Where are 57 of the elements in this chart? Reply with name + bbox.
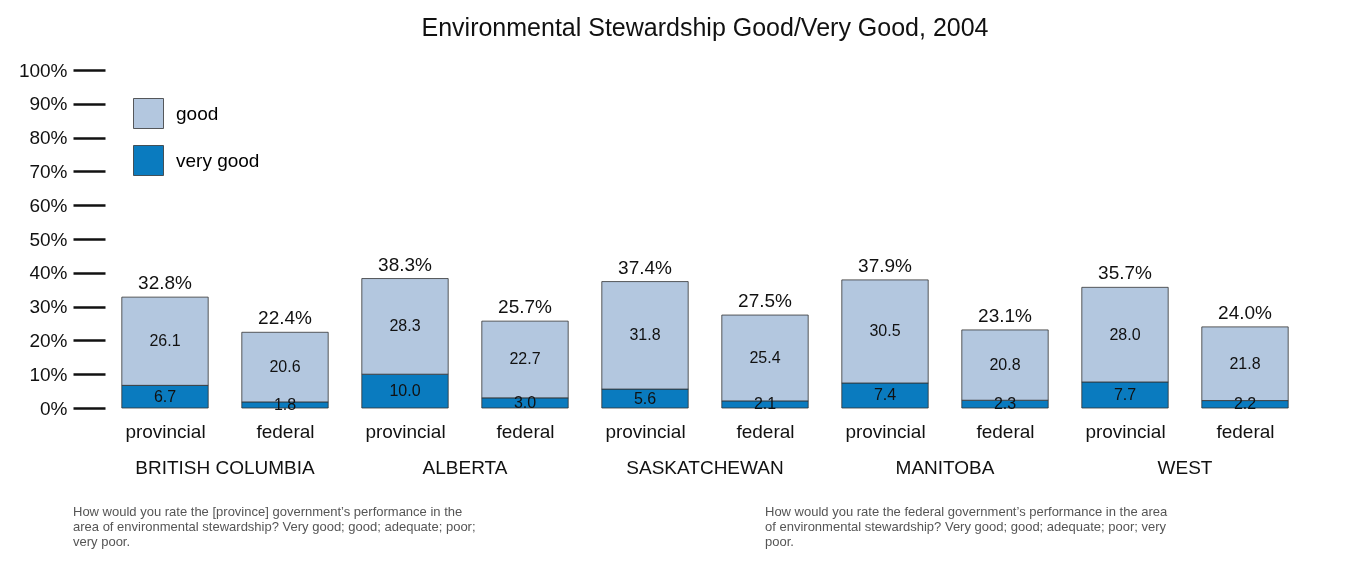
data-label: 20.6 [269,358,301,376]
text: ALBERTA [422,457,508,478]
text: How would you rate the federal government’s performance in the area of environmental stewardship? Very good; good; adequate; poor; very poor. [765,504,1169,549]
y-tick-label: 90% [29,93,68,115]
y-tick-label: 50% [29,228,68,250]
data-label: 26.1 [149,332,181,350]
y-tick-label: 0% [40,397,68,419]
total-label: 37.9% [858,254,913,276]
x-tick-label: provincial [1085,420,1166,442]
y-tick-label: 10% [29,363,68,385]
total-label: 35.7% [1098,262,1153,284]
y-tick-label: 80% [29,127,68,149]
total-label: 25.7% [498,296,553,318]
total-label: 37.4% [618,256,673,278]
data-label: 30.5 [869,322,901,340]
y-tick-label: 100% [18,59,68,81]
data-label: 20.8 [989,356,1021,374]
data-label: 31.8 [629,326,661,344]
data-label: 6.7 [153,387,177,405]
total-label: 24.0% [1218,301,1273,323]
y-tick-label: 70% [29,160,68,182]
data-label: 28.0 [1109,325,1141,343]
x-tick-label: federal [1216,420,1275,442]
x-tick-label: provincial [845,420,926,442]
y-tick-label: 60% [29,194,68,216]
data-label: 7.7 [1113,385,1137,403]
text: MANITOBA [895,457,995,478]
data-label: 3.0 [513,393,537,411]
x-tick-label: federal [736,420,795,442]
x-tick-label: provincial [125,420,206,442]
x-tick-label: provincial [365,420,446,442]
data-label: 21.8 [1229,354,1261,372]
x-tick-label: federal [496,420,555,442]
chart-title: Environmental Stewardship Good/Very Good, 2004 [421,13,989,41]
data-label: 28.3 [389,317,421,335]
total-label: 38.3% [378,253,433,275]
text: How would you rate the [province] government’s performance in the area of environmental stewardship? Very good; good; adequate; poor; very poor. [73,504,476,549]
text: SASKATCHEWAN [626,457,784,478]
x-tick-label: provincial [605,420,686,442]
total-label: 22.4% [258,307,313,329]
data-label: 22.7 [509,350,541,368]
x-tick-label: federal [256,420,315,442]
total-label: 32.8% [138,272,193,294]
data-label: 7.4 [873,386,897,404]
legend-label: very good [176,149,260,171]
y-tick-label: 20% [29,329,68,351]
text: BRITISH COLUMBIA [135,457,316,478]
data-label: 25.4 [749,348,781,366]
legend-label: good [176,102,219,124]
data-label: 5.6 [633,389,657,407]
x-tick-label: federal [976,420,1035,442]
total-label: 27.5% [738,290,793,312]
y-tick-label: 40% [29,262,68,284]
total-label: 23.1% [978,304,1033,326]
y-tick-label: 30% [29,296,68,318]
text: WEST [1157,457,1213,478]
data-label: 10.0 [389,382,421,400]
